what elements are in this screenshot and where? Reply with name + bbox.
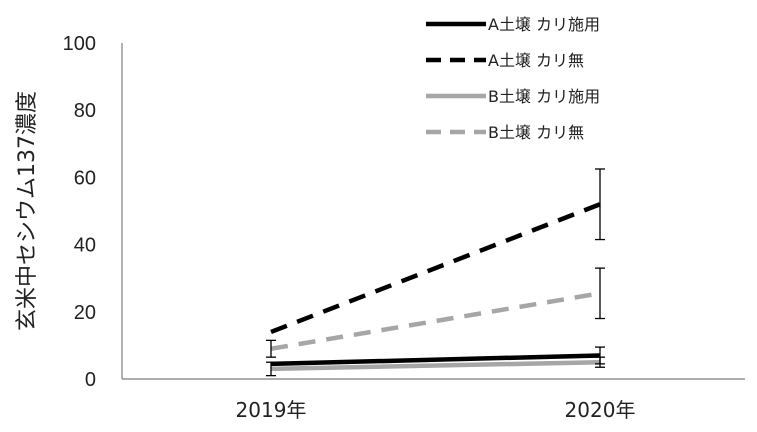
axes (121, 43, 745, 380)
legend-label: A土壌 カリ無 (488, 51, 584, 70)
y-tick-label: 80 (74, 100, 96, 122)
legend: A土壌 カリ施用 A土壌 カリ無 B土壌 カリ施用 B土壌 カリ無 (426, 15, 600, 142)
x-tick-labels: 2019年 2020年 (236, 398, 636, 422)
y-tick-labels: 0 20 40 60 80 100 (63, 33, 96, 391)
legend-label: A土壌 カリ施用 (488, 15, 600, 34)
y-tick-label: 60 (74, 167, 96, 189)
y-tick-label: 100 (63, 33, 96, 55)
y-axis-label: 玄米中セシウム137濃度 (15, 91, 40, 331)
y-tick-label: 0 (85, 369, 96, 391)
x-tick-label: 2020年 (565, 398, 636, 422)
legend-label: B土壌 カリ施用 (488, 87, 600, 106)
legend-label: B土壌 カリ無 (488, 123, 584, 142)
error-bars (266, 168, 605, 377)
series-line (270, 359, 601, 372)
y-tick-label: 20 (74, 302, 96, 324)
x-tick-label: 2019年 (236, 398, 307, 422)
series-line (270, 353, 601, 367)
series-line (270, 291, 601, 351)
y-tick-label: 40 (74, 235, 96, 257)
series-line (270, 202, 601, 335)
series-group (270, 202, 601, 372)
